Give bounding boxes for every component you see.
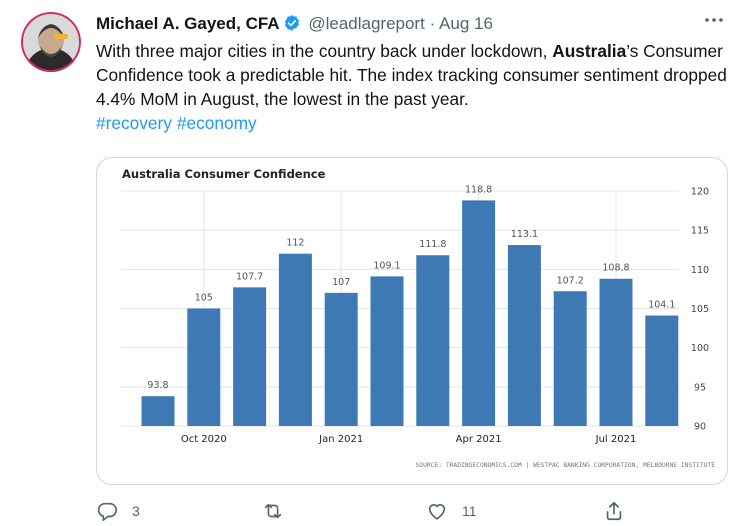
chart-x-ticks: Oct 2020 Jan 2021 Apr 2021 Jul 2021 [181, 434, 637, 445]
y-tick-label: 90 [694, 422, 706, 433]
share-button[interactable] [603, 500, 639, 522]
bar-value-label: 113.1 [511, 229, 538, 240]
bar-value-label: 111.8 [419, 239, 446, 250]
bar [553, 291, 587, 426]
like-button[interactable]: 11 [426, 500, 477, 522]
chart-card[interactable]: Australia Consumer Confidence 93.8 105 107… [96, 157, 728, 485]
bar [507, 245, 541, 426]
bar-value-label: 112 [286, 238, 304, 249]
bar-chart: Australia Consumer Confidence 93.8 105 107… [121, 167, 716, 469]
y-tick-label: 120 [691, 187, 709, 198]
bar [187, 308, 221, 426]
hashtag-recovery[interactable]: #recovery [96, 113, 172, 133]
bar [599, 278, 633, 426]
y-tick-label: 95 [694, 382, 706, 393]
bar-value-label: 105 [195, 293, 213, 304]
chart-bars [141, 200, 679, 426]
hashtag-list: #recovery #economy [96, 111, 736, 135]
x-tick-label: Jul 2021 [595, 434, 637, 445]
header-separator: · [429, 14, 436, 33]
bar [416, 255, 450, 426]
bar-value-label: 93.8 [147, 380, 168, 391]
reply-count: 3 [132, 503, 140, 519]
bar-value-label: 107.7 [236, 271, 263, 282]
y-tick-label: 100 [691, 343, 709, 354]
tweet-header: Michael A. Gayed, CFA @leadlagreport · A… [96, 12, 493, 39]
x-tick-label: Oct 2020 [181, 434, 227, 445]
avatar-image [21, 12, 81, 72]
tweet-actions: 3 11 [96, 500, 736, 524]
bar-value-label: 108.8 [602, 263, 629, 274]
bar-value-label: 107.2 [557, 275, 584, 286]
reply-icon [97, 502, 117, 521]
bar-value-label: 109.1 [373, 260, 400, 271]
share-icon [606, 501, 622, 521]
chart-value-labels: 93.8 105 107.7 112 107 109.1 111.8 118.8 113.1 10… [147, 184, 675, 391]
chart-source: SOURCE: TRADINGECONOMICS.COM | WESTPAC B… [416, 462, 716, 469]
like-count: 11 [462, 503, 477, 519]
reply-button[interactable]: 3 [96, 500, 140, 522]
retweet-button[interactable] [261, 500, 299, 522]
x-tick-label: Jan 2021 [318, 434, 363, 445]
heart-icon [428, 504, 446, 520]
author-name[interactable]: Michael A. Gayed, CFA [96, 14, 280, 33]
author-handle[interactable]: @leadlagreport [308, 14, 425, 33]
y-tick-label: 110 [691, 265, 709, 276]
tweet-text: With three major cities in the country b… [96, 39, 736, 135]
bar [462, 200, 496, 426]
hashtag-economy[interactable]: #economy [176, 113, 257, 133]
chart-title: Australia Consumer Confidence [122, 167, 326, 181]
tweet-date[interactable]: Aug 16 [439, 14, 493, 33]
bar [141, 396, 175, 426]
bar-value-label: 104.1 [648, 300, 675, 311]
bar [370, 276, 404, 426]
bar [233, 287, 267, 426]
bar [278, 253, 312, 426]
bar-value-label: 118.8 [465, 184, 492, 195]
y-tick-label: 115 [691, 226, 709, 237]
retweet-icon [264, 503, 282, 519]
bar [324, 292, 358, 426]
verified-badge-icon [283, 14, 301, 39]
tweet-text-part2: ’s Consumer Confidence took a predictabl… [96, 41, 727, 109]
bar [645, 315, 679, 426]
more-icon[interactable] [703, 10, 725, 35]
x-tick-label: Apr 2021 [456, 434, 502, 445]
bar-value-label: 107 [332, 277, 350, 288]
chart-y-ticks: 90 95 100 105 110 115 120 [691, 187, 709, 433]
tweet-text-part1: With three major cities in the country b… [96, 41, 553, 61]
avatar[interactable] [21, 12, 81, 72]
y-tick-label: 105 [691, 304, 709, 315]
tweet-text-bold: Australia [552, 41, 627, 61]
